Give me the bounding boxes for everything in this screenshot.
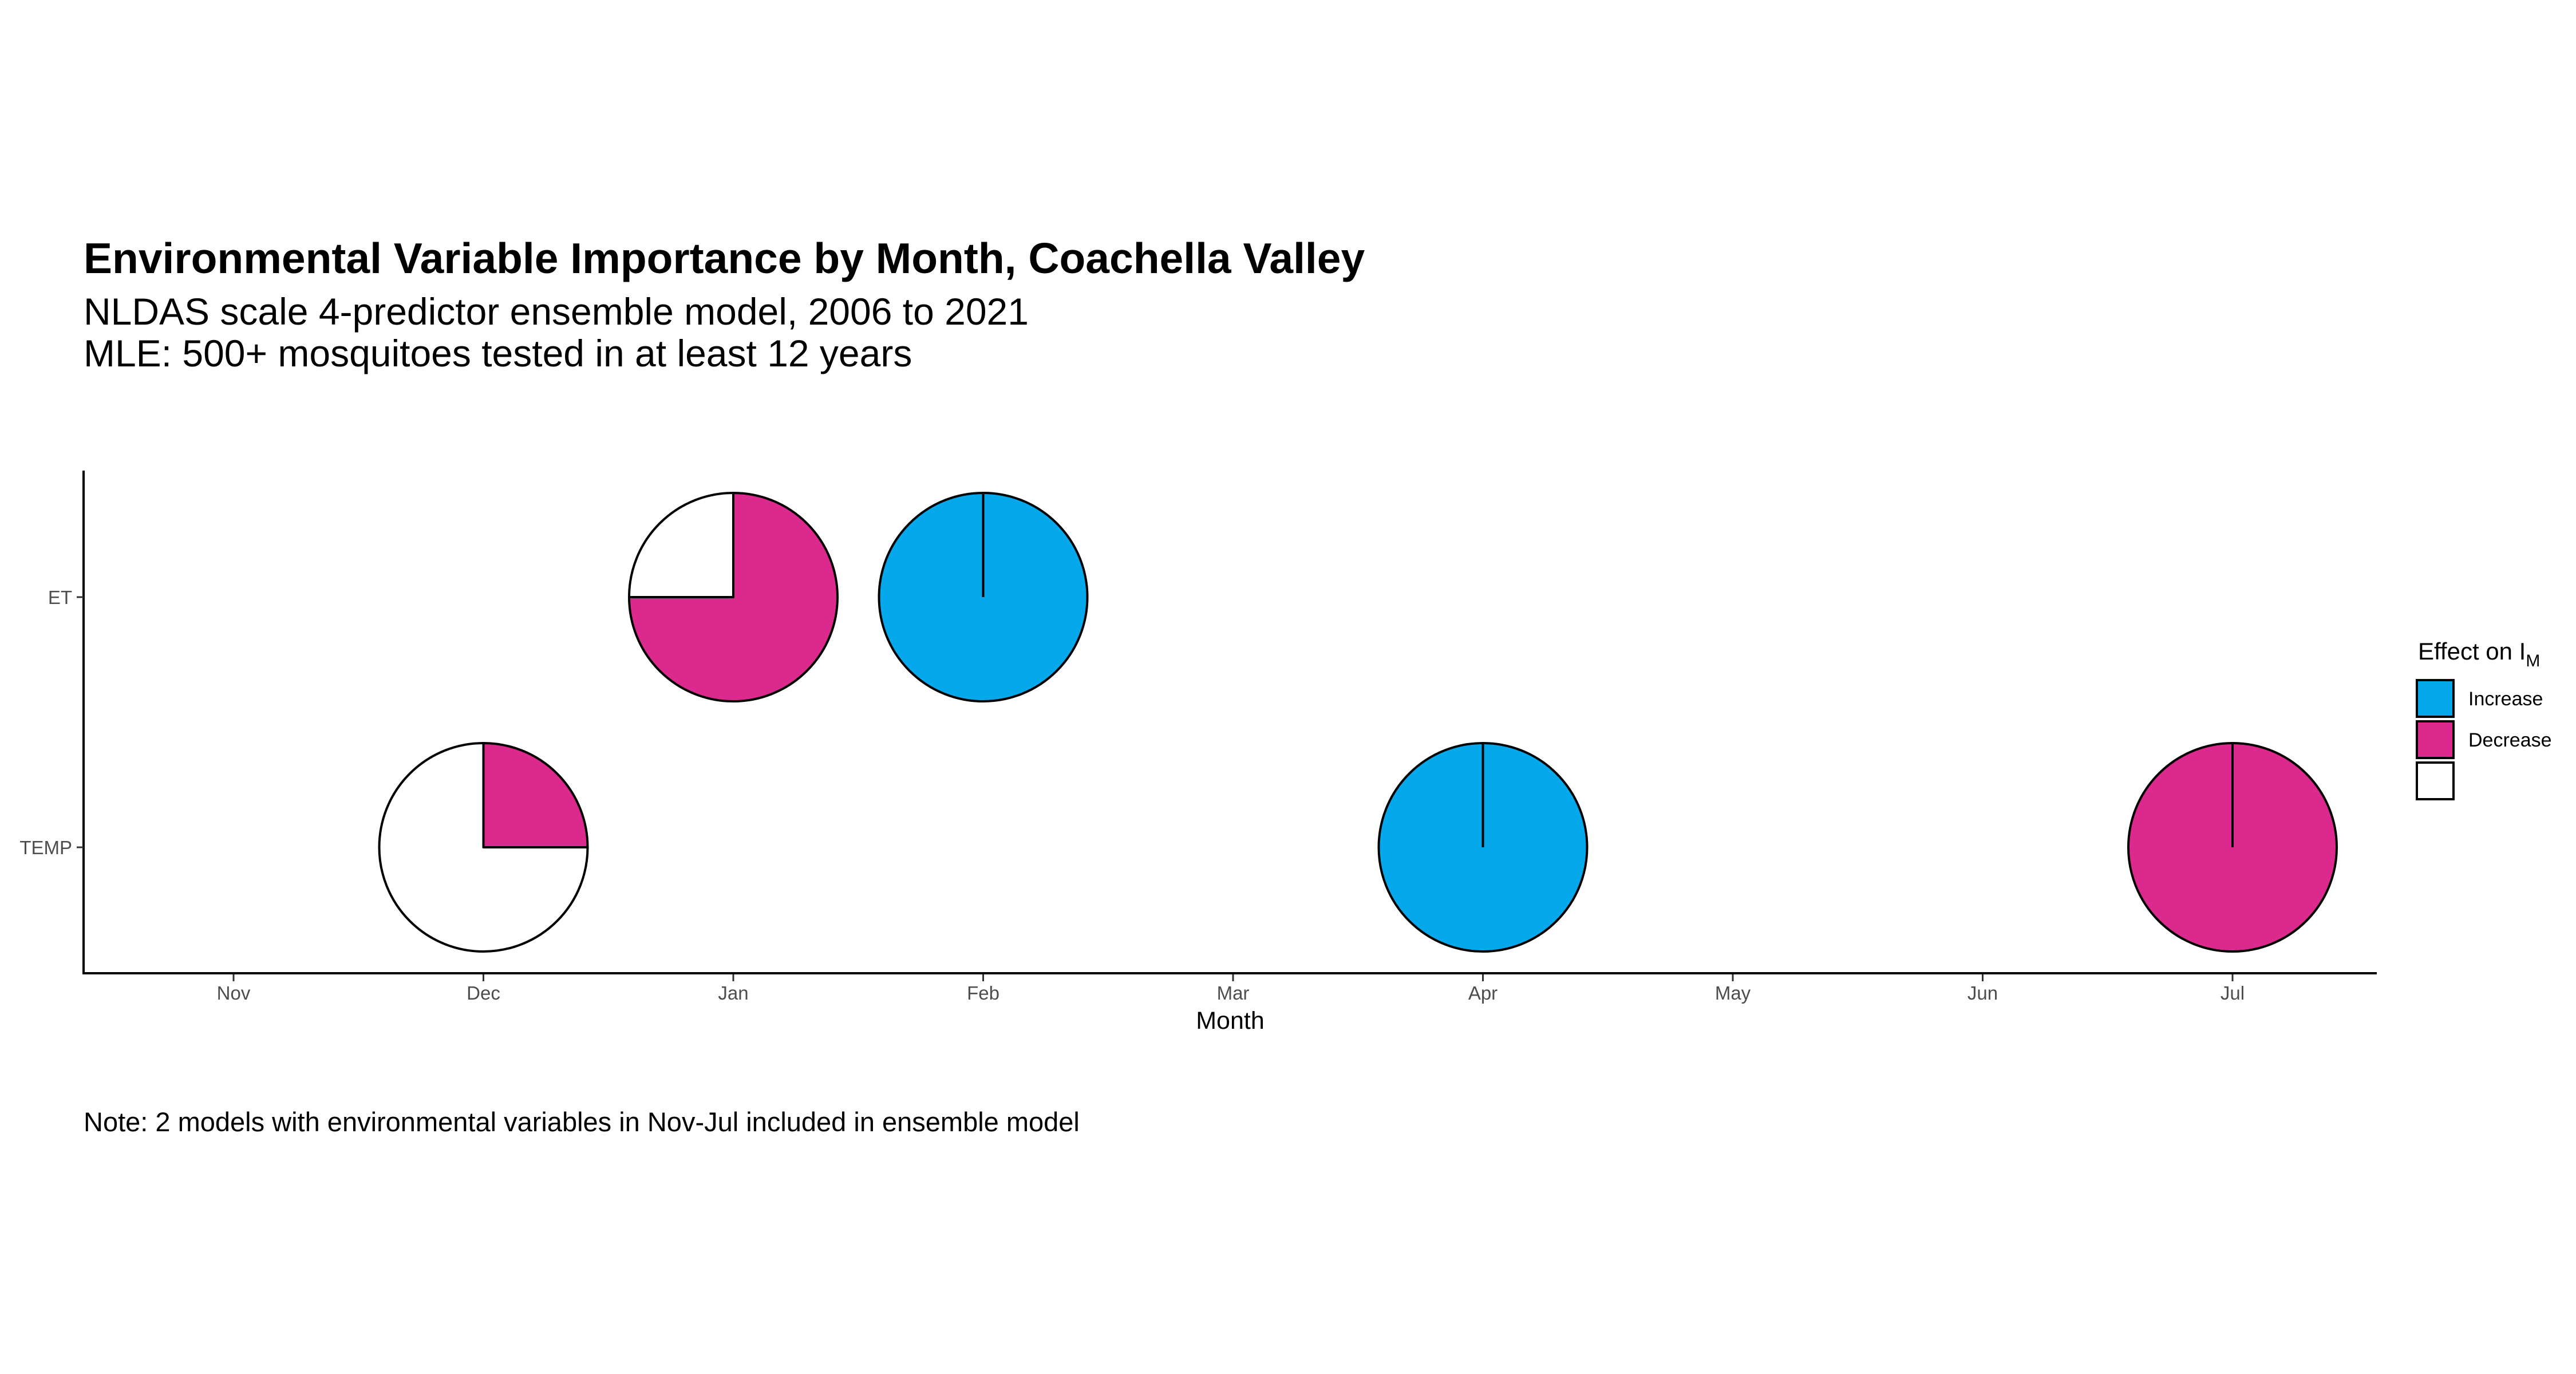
x-tick-label: Feb — [967, 982, 999, 1004]
pie-slice-none — [628, 492, 734, 598]
x-tick-label: Apr — [1468, 982, 1498, 1004]
legend-title-main: Effect on I — [2418, 638, 2526, 665]
pie-feb-et — [878, 492, 1089, 702]
pie-dec-temp — [378, 742, 589, 953]
legend-label: Decrease — [2468, 729, 2552, 751]
pie-slice-decrease — [482, 742, 589, 848]
legend-swatch — [2416, 679, 2455, 718]
legend-swatch — [2416, 720, 2455, 759]
legend-title: Effect on IM — [2418, 638, 2540, 670]
x-tick-label: May — [1715, 982, 1751, 1004]
x-axis-label: Month — [1196, 1007, 1265, 1035]
chart-note: Note: 2 models with environmental variab… — [84, 1107, 1080, 1137]
y-tick-label: TEMP — [19, 837, 72, 858]
pie-slice-none — [378, 742, 589, 953]
chart-subtitle-line-1: NLDAS scale 4-predictor ensemble model, … — [84, 290, 1029, 333]
pie-apr-temp — [1377, 742, 1589, 953]
x-tick-label: Dec — [467, 982, 500, 1004]
legend: Effect on IM Increase Decrease — [2416, 638, 2552, 800]
y-tick-label: ET — [48, 587, 72, 608]
chart-title: Environmental Variable Importance by Mon… — [84, 234, 1365, 282]
y-axis-ticks: TEMP ET — [19, 587, 84, 858]
legend-label: Increase — [2468, 688, 2543, 710]
x-tick-label: Jun — [1967, 982, 1998, 1004]
pie-slice-decrease — [628, 492, 839, 702]
x-tick-label: Jul — [2221, 982, 2245, 1004]
pie-jul-temp — [2127, 742, 2338, 953]
legend-entries: Increase Decrease — [2416, 679, 2552, 800]
chart-subtitle-line-2: MLE: 500+ mosquitoes tested in at least … — [84, 332, 912, 374]
pie-jan-et — [628, 492, 839, 702]
plot-area — [378, 492, 2338, 953]
legend-swatch — [2416, 761, 2455, 800]
x-tick-label: Nov — [217, 982, 251, 1004]
x-tick-label: Jan — [718, 982, 748, 1004]
legend-title-subscript: M — [2526, 652, 2540, 670]
x-tick-label: Mar — [1217, 982, 1250, 1004]
x-axis-ticks: Nov Dec Jan Feb Mar Apr May Jun Jul — [217, 974, 2245, 1004]
